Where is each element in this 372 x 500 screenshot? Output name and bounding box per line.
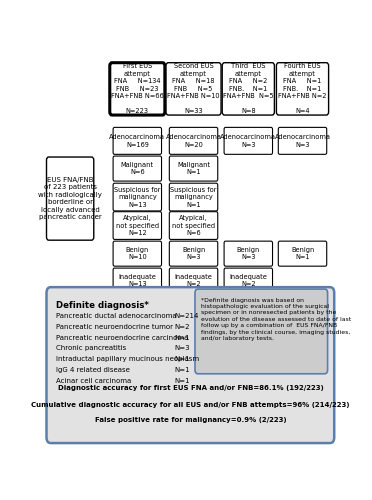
Text: Benign
N=10: Benign N=10: [126, 247, 149, 260]
Text: Definite diagnosis*: Definite diagnosis*: [56, 300, 149, 310]
FancyBboxPatch shape: [113, 268, 161, 293]
Text: False positive rate for malignancy=0.9% (2/223): False positive rate for malignancy=0.9% …: [95, 417, 286, 423]
FancyBboxPatch shape: [46, 157, 94, 240]
FancyBboxPatch shape: [169, 156, 218, 181]
Text: N=1: N=1: [175, 356, 190, 362]
FancyBboxPatch shape: [113, 241, 161, 266]
Text: EUS FNA/FNB
of 223 patients
with radiologically
borderline or
locally advanced
p: EUS FNA/FNB of 223 patients with radiolo…: [38, 177, 102, 220]
FancyBboxPatch shape: [278, 241, 327, 266]
Text: Adenocarcinoma
N=3: Adenocarcinoma N=3: [275, 134, 330, 147]
FancyBboxPatch shape: [195, 289, 328, 374]
Text: Atypical,
not specified
N=12: Atypical, not specified N=12: [116, 215, 159, 236]
FancyBboxPatch shape: [166, 62, 221, 115]
FancyBboxPatch shape: [113, 128, 161, 154]
Text: N=1: N=1: [175, 367, 190, 373]
Text: N=1: N=1: [175, 378, 190, 384]
Text: *Definite diagnosis was based on
histopathologic evaluation of the surgical
spec: *Definite diagnosis was based on histopa…: [201, 298, 352, 341]
FancyBboxPatch shape: [169, 241, 218, 266]
Text: Fourth EUS
attempt
FNA     N=1
FNB.    N=1
FNA+FNB N=2

N=4: Fourth EUS attempt FNA N=1 FNB. N=1 FNA+…: [278, 64, 327, 114]
Text: Benign
N=1: Benign N=1: [291, 247, 314, 260]
Text: N=1: N=1: [175, 334, 190, 340]
Text: Third  EUS
attempt
FNA     N=2
FNB.    N=1
FNA+FNB  N=5

N=8: Third EUS attempt FNA N=2 FNB. N=1 FNA+F…: [223, 64, 274, 114]
Text: IgG 4 related disease: IgG 4 related disease: [56, 367, 130, 373]
FancyBboxPatch shape: [224, 241, 273, 266]
Text: Adenocarcinoma
N=20: Adenocarcinoma N=20: [166, 134, 222, 147]
Text: Inadequate
N=13: Inadequate N=13: [118, 274, 156, 287]
FancyBboxPatch shape: [169, 212, 218, 240]
Text: Chronic pancreatitis: Chronic pancreatitis: [56, 346, 126, 352]
Text: Benign
N=3: Benign N=3: [182, 247, 205, 260]
Text: Diagnostic accuracy for first EUS FNA and/or FNB=86.1% (192/223): Diagnostic accuracy for first EUS FNA an…: [58, 385, 324, 391]
FancyBboxPatch shape: [169, 128, 218, 154]
Text: Atypical,
not specified
N=6: Atypical, not specified N=6: [172, 215, 215, 236]
Text: Inadequate
N=2: Inadequate N=2: [174, 274, 212, 287]
FancyBboxPatch shape: [222, 62, 275, 115]
FancyBboxPatch shape: [169, 268, 218, 293]
FancyBboxPatch shape: [113, 212, 161, 240]
FancyBboxPatch shape: [46, 287, 334, 443]
Text: Suspicious for
malignancy
N=1: Suspicious for malignancy N=1: [170, 186, 217, 208]
FancyBboxPatch shape: [113, 156, 161, 181]
Text: N=2: N=2: [175, 324, 190, 330]
Text: N=3: N=3: [175, 346, 190, 352]
FancyBboxPatch shape: [278, 128, 327, 154]
Text: Pancreatic ductal adenocarcinoma: Pancreatic ductal adenocarcinoma: [56, 313, 177, 319]
FancyBboxPatch shape: [113, 183, 161, 211]
Text: Suspicious for
malignancy
N=13: Suspicious for malignancy N=13: [114, 186, 161, 208]
Text: Malignant
N=1: Malignant N=1: [177, 162, 210, 175]
Text: Second EUS
attempt
FNA     N=18
FNB     N=5
FNA+FNB N=10

N=33: Second EUS attempt FNA N=18 FNB N=5 FNA+…: [167, 64, 220, 114]
Text: First EUS
attempt
FNA     N=134
FNB     N=23
FNA+FNB N=66

N=223: First EUS attempt FNA N=134 FNB N=23 FNA…: [111, 64, 164, 114]
FancyBboxPatch shape: [110, 62, 165, 115]
Text: Adenocarcinoma
N=169: Adenocarcinoma N=169: [109, 134, 165, 147]
Text: Inadequate
N=2: Inadequate N=2: [230, 274, 267, 287]
Text: Benign
N=3: Benign N=3: [237, 247, 260, 260]
Text: Adenocarcinoma
N=3: Adenocarcinoma N=3: [220, 134, 276, 147]
Text: Intraductal papillary mucinous neoplasm: Intraductal papillary mucinous neoplasm: [56, 356, 199, 362]
FancyBboxPatch shape: [224, 268, 273, 293]
Text: N=214: N=214: [175, 313, 199, 319]
FancyBboxPatch shape: [224, 128, 273, 154]
Text: Pancreatic neuroendocrine carcinoma: Pancreatic neuroendocrine carcinoma: [56, 334, 188, 340]
Text: Acinar cell carcinoma: Acinar cell carcinoma: [56, 378, 131, 384]
Text: Malignant
N=6: Malignant N=6: [121, 162, 154, 175]
FancyBboxPatch shape: [169, 183, 218, 211]
Text: Cumulative diagnostic accuracy for all EUS and/or FNB attempts=96% (214/223): Cumulative diagnostic accuracy for all E…: [31, 402, 350, 407]
Text: Pancreatic neuroendocrine tumor: Pancreatic neuroendocrine tumor: [56, 324, 173, 330]
FancyBboxPatch shape: [276, 62, 328, 115]
